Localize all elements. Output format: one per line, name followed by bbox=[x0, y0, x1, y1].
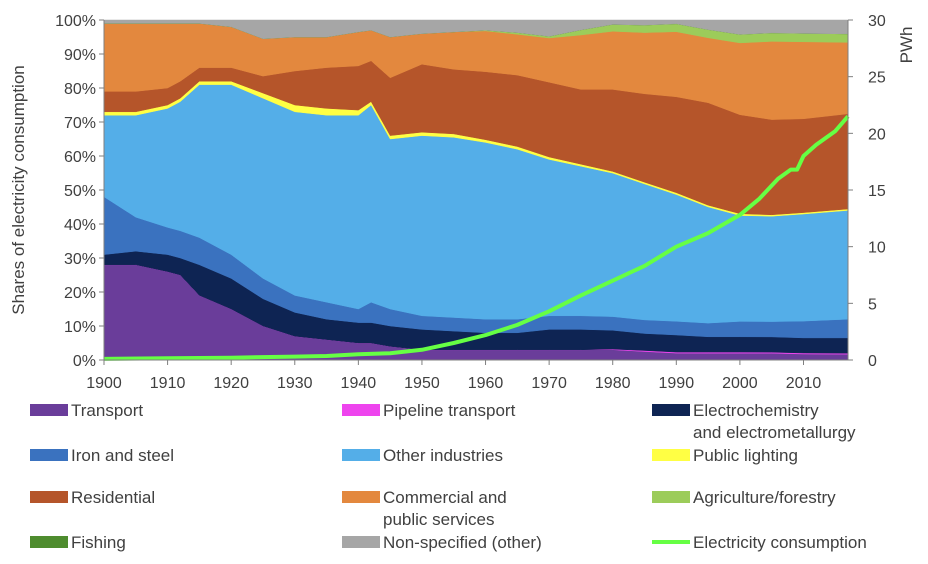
legend-swatch bbox=[652, 491, 690, 503]
y-tick-label: 90% bbox=[64, 47, 96, 64]
legend-item-fishing: Fishing bbox=[30, 533, 126, 552]
legend-swatch bbox=[342, 404, 380, 416]
y-tick-label: 40% bbox=[64, 217, 96, 234]
legend-item-commercial-and-public-services: Commercial and public services bbox=[342, 488, 507, 529]
legend-swatch bbox=[342, 491, 380, 503]
legend-item-electricity-consumption: Electricity consumption bbox=[652, 533, 867, 552]
y2-tick-label: 20 bbox=[868, 126, 886, 143]
line-electricity-consumption bbox=[103, 114, 850, 361]
y-tick-label: 20% bbox=[64, 285, 96, 302]
y-tick-label: 100% bbox=[55, 13, 96, 30]
y-tick-label: 70% bbox=[64, 115, 96, 132]
x-tick-label: 1960 bbox=[468, 375, 504, 392]
legend-label: Transport bbox=[71, 401, 143, 420]
y-axis-title: Shares of electricity consumption bbox=[9, 65, 28, 314]
legend-swatch bbox=[30, 536, 68, 548]
y-tick-label: 30% bbox=[64, 251, 96, 268]
legend-label: Commercial and public services bbox=[383, 488, 507, 529]
x-tick-label: 1970 bbox=[531, 375, 567, 392]
y2-tick-label: 0 bbox=[868, 353, 877, 370]
legend-swatch bbox=[652, 449, 690, 461]
axes: 0% 10% 20% 30% 40% 50% 60% 70% 80% 90% 100% 0 5 10 15 2… bbox=[9, 13, 916, 392]
y2-tick-label: 5 bbox=[868, 296, 877, 313]
x-tick-label: 1900 bbox=[86, 375, 122, 392]
x-tick-label: 1930 bbox=[277, 375, 313, 392]
y2-tick-label: 15 bbox=[868, 183, 886, 200]
x-tick-label: 1910 bbox=[150, 375, 186, 392]
legend-label: Non-specified (other) bbox=[383, 533, 542, 552]
x-tick-label: 1990 bbox=[659, 375, 695, 392]
legend-item-electrochemistry-and-electrometallurgy: Electrochemistry and electrometallurgy bbox=[652, 401, 856, 442]
x-tick-label: 1980 bbox=[595, 375, 631, 392]
x-tick-label: 2000 bbox=[722, 375, 758, 392]
legend-item-other-industries: Other industries bbox=[342, 446, 503, 465]
stacked-areas bbox=[103, 19, 849, 361]
legend-label: Electrochemistry and electrometallurgy bbox=[693, 401, 856, 442]
legend-swatch bbox=[30, 449, 68, 461]
y-tick-label: 0% bbox=[73, 353, 96, 370]
x-tick-label: 2010 bbox=[786, 375, 822, 392]
legend-item-pipeline-transport: Pipeline transport bbox=[342, 401, 516, 420]
y2-tick-label: 25 bbox=[868, 70, 886, 87]
legend-swatch bbox=[652, 404, 690, 416]
x-tick-label: 1920 bbox=[213, 375, 249, 392]
y-tick-label: 50% bbox=[64, 183, 96, 200]
y-tick-label: 10% bbox=[64, 319, 96, 336]
legend-item-agriculture-forestry: Agriculture/forestry bbox=[652, 488, 836, 507]
legend-swatch bbox=[342, 449, 380, 461]
x-tick-label: 1940 bbox=[341, 375, 377, 392]
y-tick-label: 80% bbox=[64, 81, 96, 98]
legend-swatch bbox=[30, 491, 68, 503]
y2-tick-label: 10 bbox=[868, 240, 886, 257]
legend: Transport Pipeline transport Electrochemis… bbox=[30, 401, 867, 552]
legend-label: Iron and steel bbox=[71, 446, 174, 465]
y2-tick-label: 30 bbox=[868, 13, 886, 30]
legend-label: Fishing bbox=[71, 533, 126, 552]
legend-label: Residential bbox=[71, 488, 155, 507]
legend-label: Pipeline transport bbox=[383, 401, 516, 420]
legend-swatch bbox=[30, 404, 68, 416]
legend-item-non-specified-other: Non-specified (other) bbox=[342, 533, 542, 552]
legend-item-transport: Transport bbox=[30, 401, 143, 420]
legend-label: Electricity consumption bbox=[693, 533, 867, 552]
legend-item-iron-and-steel: Iron and steel bbox=[30, 446, 174, 465]
legend-item-public-lighting: Public lighting bbox=[652, 446, 798, 465]
electricity-consumption-layer bbox=[103, 114, 850, 361]
legend-item-residential: Residential bbox=[30, 488, 155, 507]
legend-swatch bbox=[342, 536, 380, 548]
legend-label: Agriculture/forestry bbox=[693, 488, 836, 507]
legend-label: Other industries bbox=[383, 446, 503, 465]
x-tick-label: 1950 bbox=[404, 375, 440, 392]
y-tick-label: 60% bbox=[64, 149, 96, 166]
y2-axis-title: PWh bbox=[897, 27, 916, 64]
legend-label: Public lighting bbox=[693, 446, 798, 465]
